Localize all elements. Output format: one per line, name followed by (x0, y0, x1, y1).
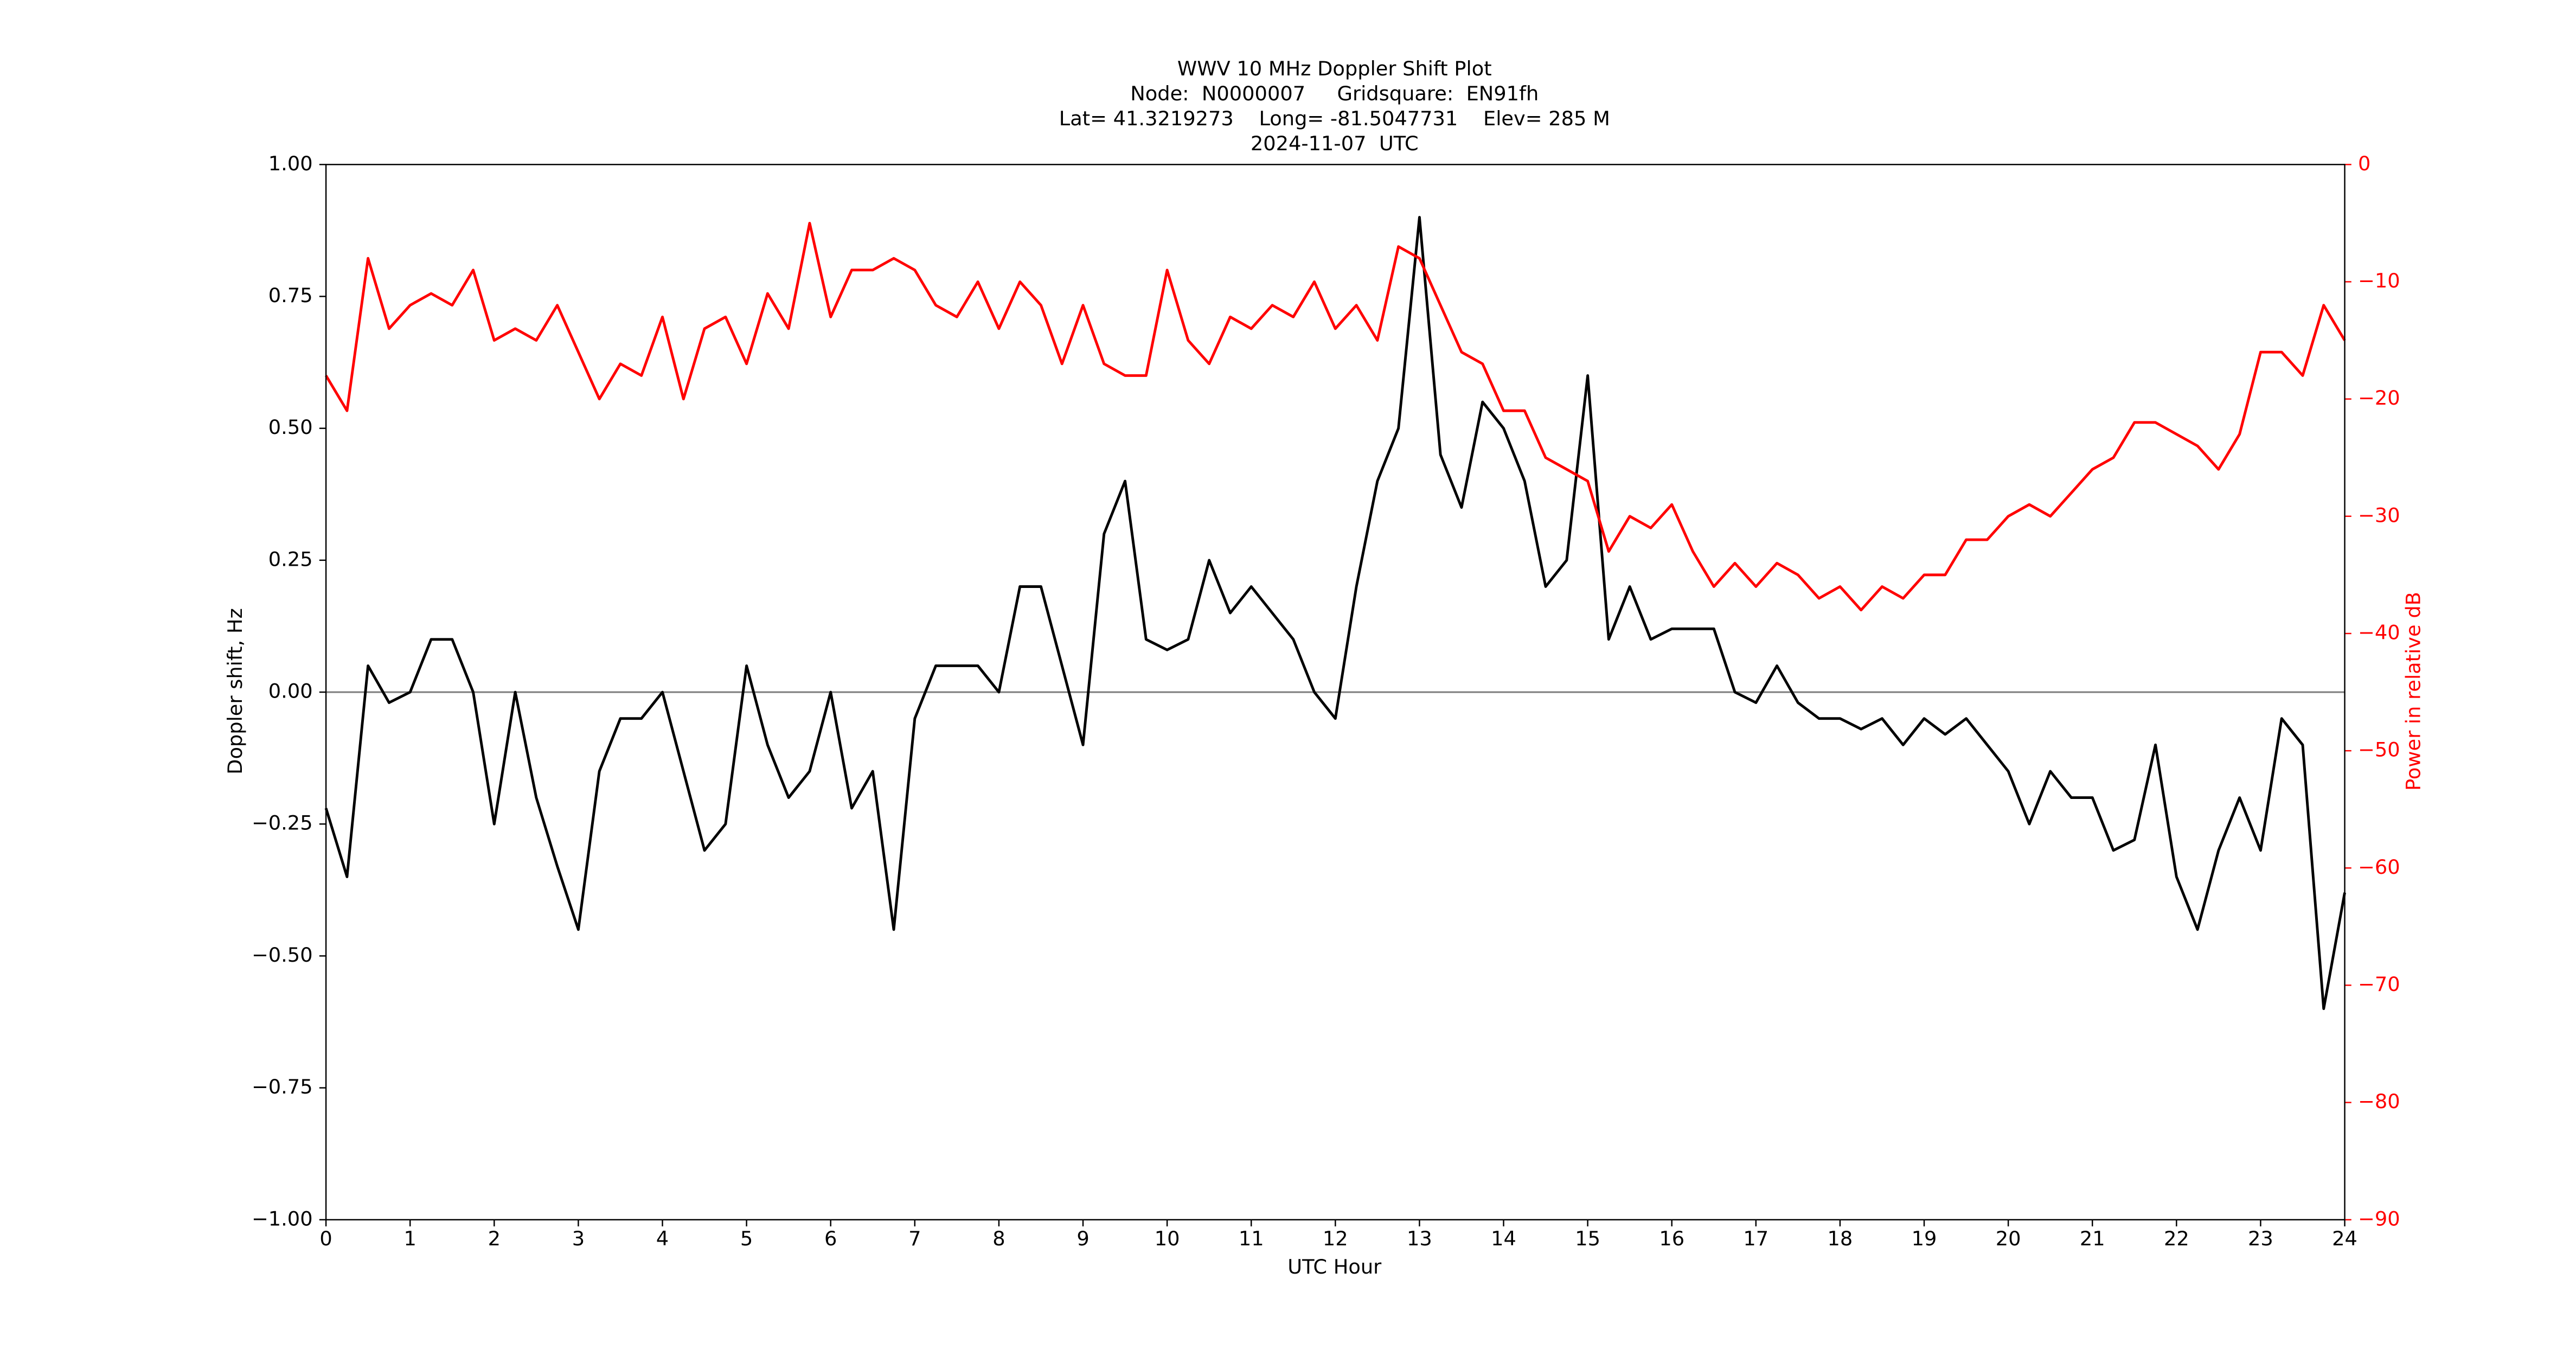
chart-subtitle: Lat= 41.3219273 Long= -81.5047731 Elev= … (1059, 107, 1610, 130)
y2-tick-label: −20 (2358, 386, 2400, 410)
x-tick-label: 14 (1491, 1227, 1516, 1250)
y-tick-label: 0.00 (268, 680, 313, 703)
x-tick-label: 11 (1239, 1227, 1264, 1250)
y2-tick-label: −40 (2358, 621, 2400, 644)
x-tick-label: 18 (1828, 1227, 1853, 1250)
y2-tick-label: −30 (2358, 503, 2400, 527)
y2-tick-label: −90 (2358, 1207, 2400, 1230)
y-tick-label: 0.50 (268, 415, 313, 439)
x-tick-label: 24 (2332, 1227, 2357, 1250)
y-tick-label: 1.00 (268, 152, 313, 175)
y2-tick-label: −80 (2358, 1090, 2400, 1113)
chart-title: WWV 10 MHz Doppler Shift Plot (1177, 57, 1492, 80)
x-tick-label: 8 (992, 1227, 1005, 1250)
x-tick-label: 20 (1996, 1227, 2021, 1250)
plot-frame (325, 164, 2346, 1220)
chart-subtitle: 2024-11-07 UTC (1251, 132, 1419, 155)
series-line (324, 221, 2346, 612)
x-tick-label: 15 (1575, 1227, 1600, 1250)
x-tick-label: 17 (1743, 1227, 1768, 1250)
x-tick-label: 4 (656, 1227, 669, 1250)
y-tick-label: −0.25 (252, 811, 313, 835)
x-tick-label: 0 (319, 1227, 332, 1250)
x-tick-label: 3 (572, 1227, 585, 1250)
y2-tick-label: −10 (2358, 269, 2400, 292)
y2-tick-label: −50 (2358, 738, 2400, 762)
y-tick-label: 0.25 (268, 547, 313, 571)
y2-tick-label: −60 (2358, 855, 2400, 879)
y-tick-label: 0.75 (268, 284, 313, 307)
x-tick-label: 6 (824, 1227, 837, 1250)
x-tick-label: 7 (908, 1227, 921, 1250)
x-tick-label: 23 (2248, 1227, 2273, 1250)
y-tick-label: −0.75 (252, 1075, 313, 1098)
x-tick-label: 5 (740, 1227, 753, 1250)
y2-tick-label: −70 (2358, 973, 2400, 996)
y-tick-label: −0.50 (252, 943, 313, 967)
x-tick-label: 16 (1659, 1227, 1684, 1250)
x-axis-label: UTC Hour (1287, 1255, 1382, 1278)
y2-tick-label: 0 (2358, 152, 2370, 175)
x-tick-label: 2 (488, 1227, 501, 1250)
x-tick-label: 22 (2164, 1227, 2189, 1250)
x-tick-label: 13 (1407, 1227, 1432, 1250)
chart-subtitle: Node: N0000007 Gridsquare: EN91fh (1130, 82, 1539, 105)
x-tick-label: 9 (1076, 1227, 1089, 1250)
x-tick-label: 1 (404, 1227, 416, 1250)
x-tick-label: 12 (1323, 1227, 1348, 1250)
x-tick-label: 21 (2080, 1227, 2105, 1250)
x-tick-label: 10 (1155, 1227, 1180, 1250)
y2-axis-label: Power in relative dB (2402, 592, 2425, 791)
series-line (324, 216, 2346, 1010)
x-tick-label: 19 (1912, 1227, 1937, 1250)
y-axis-label: Doppler shift, Hz (223, 608, 247, 775)
y-tick-label: −1.00 (252, 1207, 313, 1230)
